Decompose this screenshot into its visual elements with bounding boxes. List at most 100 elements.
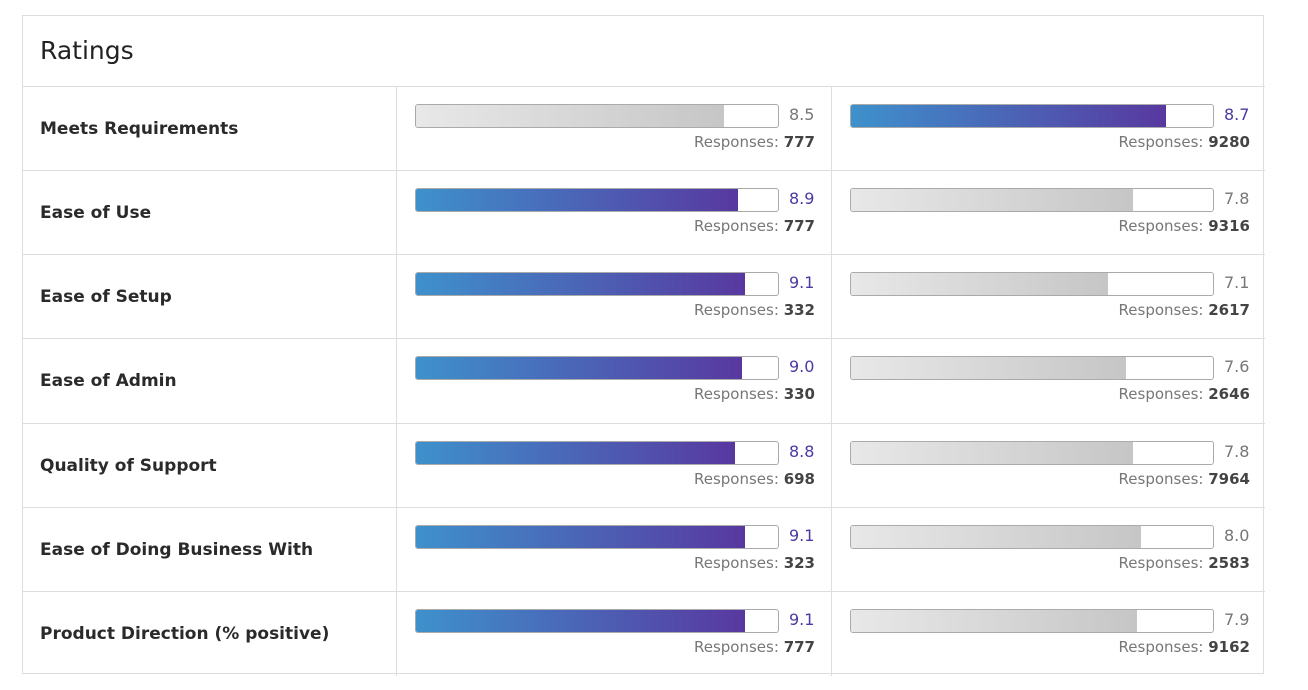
responses-label: Responses: bbox=[693, 553, 779, 572]
score-bar bbox=[416, 273, 746, 296]
score-value: 7.1 bbox=[1224, 273, 1250, 293]
panel-title: Ratings bbox=[40, 36, 134, 65]
responses: Responses: 9162 bbox=[1119, 638, 1250, 656]
rating-row: Ease of Use 8.9 Responses: 777 7.8 Responses… bbox=[23, 170, 1266, 256]
score-value: 8.5 bbox=[789, 105, 815, 124]
score-bar-track bbox=[850, 608, 1214, 633]
score-value: 8.8 bbox=[789, 441, 815, 461]
responses-count: 9316 bbox=[1208, 217, 1250, 236]
rating-row: Product Direction (% positive) 9.1 Respons… bbox=[23, 590, 1265, 676]
responses-label: Responses: bbox=[1118, 637, 1204, 656]
score-bar bbox=[416, 189, 739, 212]
score-bar-track bbox=[415, 440, 779, 465]
responses-label: Responses: bbox=[1118, 133, 1204, 151]
score-bar bbox=[416, 609, 746, 632]
product-cell: 8.5 Responses: 777 bbox=[396, 87, 831, 171]
responses-label: Responses: bbox=[693, 217, 779, 236]
product-cell: 7.8 Responses: 7964 bbox=[831, 423, 1266, 508]
responses: Responses: 2617 bbox=[1119, 301, 1250, 319]
score-bar-track bbox=[415, 524, 779, 549]
score-bar-track bbox=[850, 440, 1214, 465]
score-bar bbox=[416, 105, 724, 127]
score-value: 7.6 bbox=[1224, 357, 1250, 377]
rating-row: Meets Requirements 8.5 Responses: 777 8.7 Re… bbox=[23, 86, 1266, 171]
product-cell: 8.8 Responses: 698 bbox=[396, 423, 831, 508]
score-bar bbox=[851, 441, 1134, 464]
score-value: 9.0 bbox=[789, 357, 815, 377]
responses: Responses: 2583 bbox=[1119, 554, 1250, 572]
product-cell: 7.8 Responses: 9316 bbox=[831, 171, 1266, 256]
responses-label: Responses: bbox=[1118, 217, 1204, 236]
rating-row: Ease of Admin 9.0 Responses: 330 7.6 Respons… bbox=[23, 338, 1266, 424]
responses: Responses: 777 bbox=[694, 638, 815, 656]
product-cell: 9.1 Responses: 332 bbox=[396, 255, 831, 340]
responses-count: 332 bbox=[783, 301, 815, 320]
responses: Responses: 7964 bbox=[1119, 470, 1250, 488]
responses-label: Responses: bbox=[1118, 301, 1204, 320]
score-bar bbox=[851, 357, 1127, 380]
score-bar-track bbox=[415, 104, 779, 128]
responses: Responses: 2646 bbox=[1119, 385, 1250, 403]
rating-label: Ease of Doing Business With bbox=[40, 539, 314, 560]
responses-count: 777 bbox=[783, 637, 815, 656]
rating-label: Ease of Setup bbox=[40, 287, 172, 308]
score-bar bbox=[416, 441, 735, 464]
rating-label: Ease of Use bbox=[40, 203, 152, 224]
responses-count: 7964 bbox=[1208, 469, 1250, 488]
rating-label: Meets Requirements bbox=[40, 119, 239, 139]
rating-row: Quality of Support 8.8 Responses: 698 7.8 Re… bbox=[23, 422, 1266, 508]
product-cell: 9.1 Responses: 777 bbox=[396, 591, 831, 676]
responses-label: Responses: bbox=[1118, 553, 1204, 572]
score-bar bbox=[851, 105, 1166, 127]
rating-label: Product Direction (% positive) bbox=[40, 623, 330, 644]
score-bar bbox=[851, 609, 1137, 632]
score-value: 7.8 bbox=[1224, 441, 1250, 461]
score-value: 7.9 bbox=[1224, 609, 1250, 629]
responses: Responses: 323 bbox=[694, 554, 815, 572]
score-bar bbox=[851, 189, 1134, 212]
responses-label: Responses: bbox=[693, 385, 779, 404]
responses-count: 2646 bbox=[1208, 385, 1250, 404]
score-bar-track bbox=[415, 608, 779, 633]
score-value: 9.1 bbox=[789, 525, 815, 545]
score-bar-track bbox=[850, 272, 1214, 297]
score-bar bbox=[416, 525, 746, 548]
score-bar bbox=[416, 357, 742, 380]
product-cell: 9.1 Responses: 323 bbox=[396, 507, 831, 592]
score-value: 8.7 bbox=[1224, 105, 1250, 124]
product-cell: 8.0 Responses: 2583 bbox=[831, 507, 1266, 592]
responses-count: 698 bbox=[783, 469, 815, 488]
score-bar-track bbox=[850, 104, 1214, 128]
responses-label: Responses: bbox=[693, 637, 779, 656]
responses: Responses: 9280 bbox=[1119, 133, 1250, 151]
product-cell: 8.7 Responses: 9280 bbox=[831, 87, 1266, 171]
score-bar-track bbox=[415, 188, 779, 213]
responses-label: Responses: bbox=[693, 301, 779, 320]
score-bar-track bbox=[850, 524, 1214, 549]
responses-count: 2583 bbox=[1208, 553, 1250, 572]
score-value: 8.0 bbox=[1224, 525, 1250, 545]
responses-count: 323 bbox=[783, 553, 815, 572]
product-cell: 9.0 Responses: 330 bbox=[396, 339, 831, 424]
product-cell: 7.6 Responses: 2646 bbox=[831, 339, 1266, 424]
responses: Responses: 332 bbox=[694, 301, 815, 319]
responses-label: Responses: bbox=[693, 469, 779, 488]
responses: Responses: 9316 bbox=[1119, 217, 1250, 235]
score-value: 8.9 bbox=[789, 189, 815, 209]
score-bar bbox=[851, 273, 1109, 296]
responses: Responses: 330 bbox=[694, 385, 815, 403]
responses-label: Responses: bbox=[1118, 385, 1204, 404]
responses-count: 9162 bbox=[1208, 637, 1250, 656]
rating-row: Ease of Setup 9.1 Responses: 332 7.1 Respons… bbox=[23, 254, 1266, 340]
score-bar-track bbox=[850, 356, 1214, 381]
score-bar-track bbox=[415, 356, 779, 381]
score-bar bbox=[851, 525, 1141, 548]
responses: Responses: 777 bbox=[694, 133, 815, 151]
responses-count: 777 bbox=[783, 133, 815, 151]
product-cell: 7.1 Responses: 2617 bbox=[831, 255, 1266, 340]
responses-count: 2617 bbox=[1208, 301, 1250, 320]
responses: Responses: 698 bbox=[694, 470, 815, 488]
product-cell: 8.9 Responses: 777 bbox=[396, 171, 831, 256]
responses-count: 330 bbox=[783, 385, 815, 404]
